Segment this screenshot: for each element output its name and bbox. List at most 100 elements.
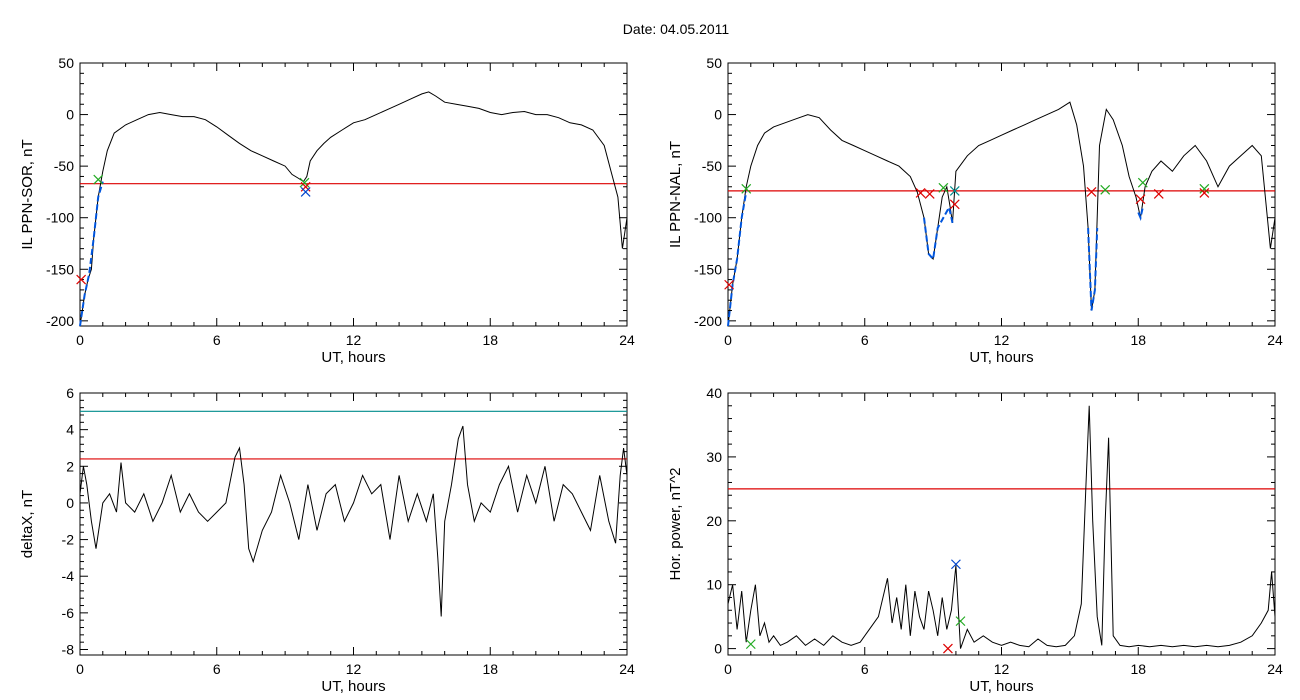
x-tick-label: 18 [482, 332, 498, 348]
plot-frame [727, 392, 1276, 656]
highlight-segment [727, 191, 748, 327]
y-tick-label: 20 [706, 513, 722, 529]
figure-title: Date: 04.05.2011 [623, 21, 730, 37]
y-tick-label: 0 [66, 495, 74, 511]
plot-frame [727, 62, 1276, 327]
marker-teal [949, 185, 960, 196]
x-tick-label: 24 [619, 661, 635, 677]
marker-red [924, 189, 935, 199]
y-tick-label: 4 [66, 422, 74, 438]
plot-frame [79, 392, 628, 656]
marker-red [724, 279, 735, 290]
marker-red [1199, 188, 1210, 198]
y-tick-label: -50 [702, 158, 722, 174]
x-tick-label: 24 [619, 332, 635, 348]
series-line [727, 405, 1276, 649]
y-tick-label: 0 [714, 641, 722, 657]
marker-stroke [745, 639, 756, 650]
x-tick-label: 12 [346, 332, 362, 348]
marker-stroke [943, 643, 953, 654]
marker-stroke [1086, 186, 1097, 197]
panel-hor-power: 0 6 12 18 24 0 10 20 30 40 UT, hours Hor. power, nT… [667, 385, 1283, 695]
marker-stroke [1135, 194, 1146, 205]
y-tick-label: -6 [62, 605, 75, 621]
marker-stroke [938, 182, 949, 193]
y-axis-label: IL PPN-SOR, nT [19, 139, 36, 249]
x-tick-label: 18 [1130, 332, 1146, 348]
y-tick-label: 30 [706, 449, 722, 465]
x-tick-label: 18 [482, 661, 498, 677]
x-tick-label: 6 [213, 332, 221, 348]
x-tick-label: 12 [346, 661, 362, 677]
x-tick-label: 6 [213, 661, 221, 677]
y-tick-label: -50 [54, 158, 74, 174]
x-tick-label: 12 [994, 661, 1010, 677]
highlight-segment [923, 204, 954, 262]
marker-stroke [1137, 177, 1148, 188]
y-tick-label: -4 [62, 568, 75, 584]
marker-green [955, 616, 966, 627]
x-tick-label: 24 [1267, 332, 1283, 348]
y-tick-label: 40 [706, 385, 722, 401]
x-tick-label: 0 [76, 332, 84, 348]
marker-stroke [741, 183, 752, 194]
marker-red [943, 643, 953, 654]
y-tick-label: -150 [694, 261, 722, 277]
marker-red [1086, 186, 1097, 197]
x-tick-label: 0 [724, 332, 732, 348]
marker-stroke [1199, 188, 1210, 198]
marker-stroke [76, 274, 87, 285]
y-tick-label: -200 [694, 313, 722, 329]
marker-stroke [924, 189, 935, 199]
panel-il-ppn-nal: 0 6 12 18 24 -200 -150 -100 -50 0 50 UT, hours IL PP… [667, 55, 1283, 366]
x-tick-label: 6 [861, 332, 869, 348]
y-tick-label: 50 [706, 55, 722, 71]
marker-stroke [1100, 184, 1111, 195]
y-tick-label: 50 [58, 55, 74, 71]
marker-stroke [1199, 183, 1210, 194]
x-tick-label: 24 [1267, 661, 1283, 677]
series-line [79, 91, 628, 327]
marker-red [76, 274, 87, 285]
y-tick-label: -200 [46, 313, 74, 329]
x-tick-label: 6 [861, 661, 869, 677]
y-tick-label: 0 [66, 107, 74, 123]
y-axis-label: deltaX, nT [19, 490, 36, 558]
y-tick-label: 6 [66, 385, 74, 401]
x-tick-label: 18 [1130, 661, 1146, 677]
highlight-segment [79, 181, 104, 327]
y-tick-label: -100 [694, 210, 722, 226]
y-axis-label: IL PPN-NAL, nT [667, 141, 684, 248]
y-axis-label: Hor. power, nT^2 [667, 468, 684, 581]
marker-green [93, 174, 104, 185]
marker-red [1153, 189, 1164, 199]
marker-stroke [915, 188, 926, 198]
x-axis-label: UT, hours [969, 349, 1033, 366]
series-line [79, 425, 628, 617]
x-tick-label: 0 [724, 661, 732, 677]
x-axis-label: UT, hours [969, 678, 1033, 695]
marker-stroke [93, 174, 104, 185]
marker-stroke [1153, 189, 1164, 199]
y-tick-label: 10 [706, 577, 722, 593]
x-axis-label: UT, hours [321, 349, 385, 366]
marker-green [745, 639, 756, 650]
marker-stroke [950, 559, 961, 570]
y-tick-label: 2 [66, 458, 74, 474]
panel-il-ppn-sor: 0 6 12 18 24 -200 -150 -100 -50 0 50 UT, hours IL PP… [19, 55, 635, 366]
highlight-segment [1087, 227, 1099, 311]
marker-stroke [300, 186, 311, 197]
marker-stroke [949, 185, 960, 196]
marker-red [915, 188, 926, 198]
y-tick-label: -2 [62, 532, 75, 548]
marker-red [949, 199, 960, 210]
marker-stroke [955, 616, 966, 627]
y-tick-label: -150 [46, 261, 74, 277]
marker-green [741, 183, 752, 194]
y-tick-label: -8 [62, 642, 75, 658]
plot-frame [79, 62, 628, 327]
marker-green [1100, 184, 1111, 195]
y-tick-label: -100 [46, 210, 74, 226]
